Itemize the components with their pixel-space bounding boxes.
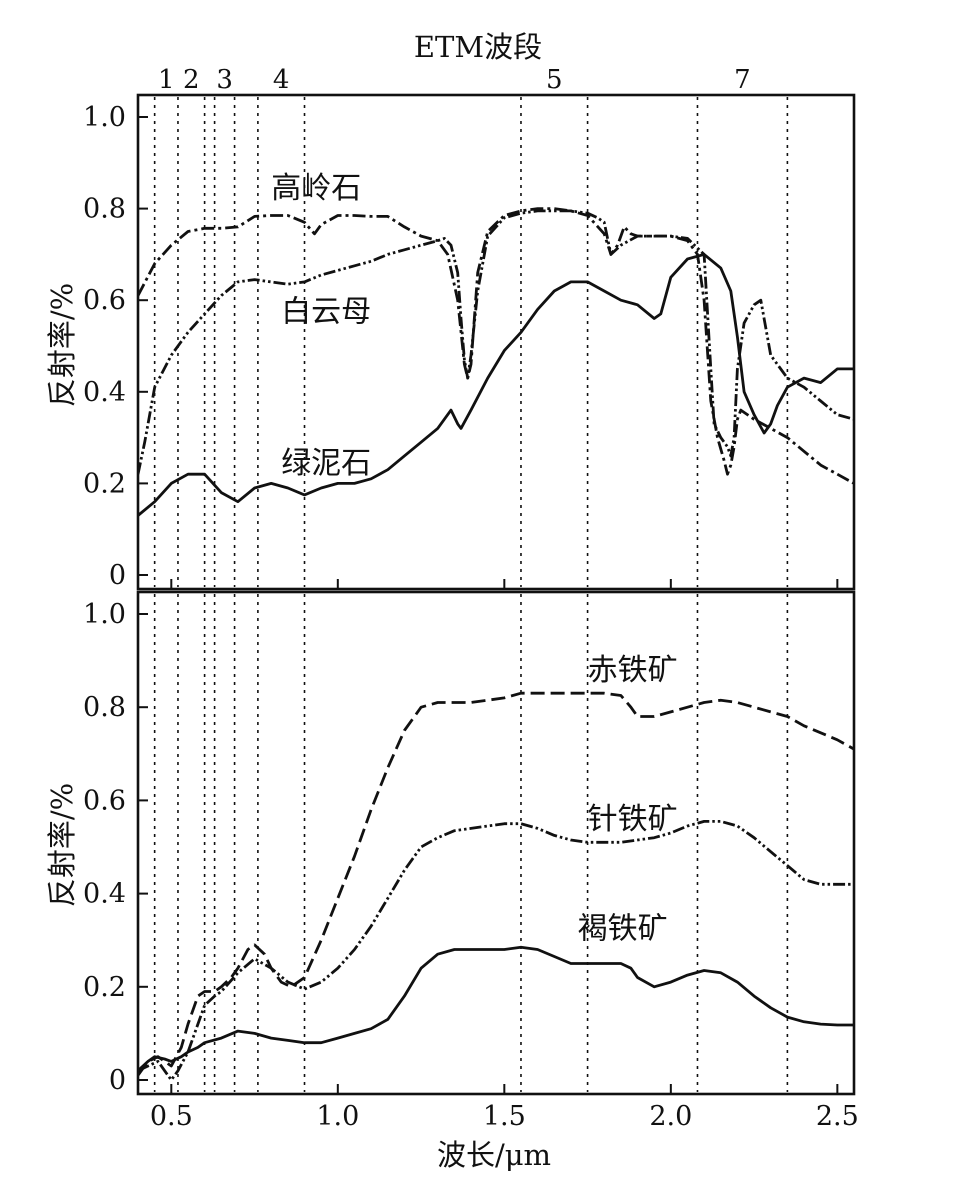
band-label-5: 5 <box>546 65 563 95</box>
y-tick-label: 0.4 <box>83 879 126 910</box>
top-y-axis-title: 反射率/% <box>45 283 79 407</box>
x-tick-label: 1.5 <box>483 1101 526 1132</box>
y-tick-label: 0.6 <box>83 285 126 316</box>
y-tick-label: 0.8 <box>83 692 126 723</box>
y-tick-labels: 0 0.2 0.4 0.6 0.8 1.0 0 0.2 0.4 0.6 0.8 1.0 <box>83 102 126 1096</box>
x-tick-label: 1.0 <box>316 1101 359 1132</box>
bottom-panel-frame <box>136 590 856 1096</box>
band-label-3: 3 <box>216 65 233 95</box>
series-curve-白云母 <box>138 209 854 475</box>
x-tick-label: 2.0 <box>649 1101 692 1132</box>
x-tick-label: 0.5 <box>150 1101 193 1132</box>
band-label-1: 1 <box>158 65 175 95</box>
series-curve-针铁矿 <box>138 820 854 1082</box>
band-label-7: 7 <box>734 65 751 95</box>
x-tick-labels: 0.5 1.0 1.5 2.0 2.5 <box>150 1101 859 1132</box>
axis-ticks <box>138 116 839 1094</box>
y-tick-label: 0.2 <box>83 972 126 1003</box>
series-label-针铁矿: 针铁矿 <box>588 802 678 837</box>
series-label-褐铁矿: 褐铁矿 <box>578 912 668 947</box>
band-label-2: 2 <box>183 65 200 95</box>
series-label-白云母: 白云母 <box>281 295 371 330</box>
series-curve-绿泥石 <box>138 253 854 517</box>
bottom-panel-curves <box>138 691 854 1082</box>
series-label-赤铁矿: 赤铁矿 <box>588 653 678 688</box>
y-tick-label: 0 <box>109 560 126 591</box>
top-panel-frame <box>136 93 856 591</box>
etm-band-title: ETM波段 <box>414 30 542 64</box>
y-tick-label: 0.4 <box>83 377 126 408</box>
series-curve-赤铁矿 <box>138 691 854 1077</box>
top-panel-curves <box>138 207 854 517</box>
series-curve-褐铁矿 <box>138 945 854 1072</box>
y-tick-label: 0 <box>109 1065 126 1096</box>
y-tick-label: 0.2 <box>83 468 126 499</box>
series-label-绿泥石: 绿泥石 <box>281 446 371 481</box>
series-curve-高岭石 <box>138 207 854 485</box>
x-axis-title: 波长/μm <box>437 1138 551 1172</box>
y-tick-label: 1.0 <box>83 599 126 630</box>
y-tick-label: 0.8 <box>83 194 126 225</box>
y-tick-label: 1.0 <box>83 102 126 133</box>
band-boundary-lines <box>153 97 789 1092</box>
x-tick-label: 2.5 <box>816 1101 859 1132</box>
band-label-4: 4 <box>273 65 290 95</box>
bottom-y-axis-title: 反射率/% <box>45 783 79 907</box>
series-label-高岭石: 高岭石 <box>271 171 361 206</box>
y-tick-label: 0.6 <box>83 785 126 816</box>
